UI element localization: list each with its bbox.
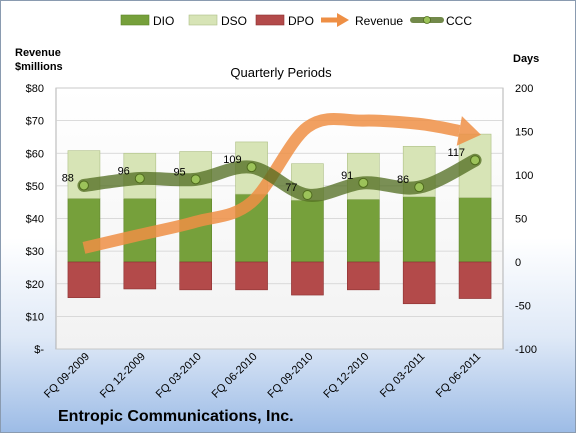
ccc-data-label-1: 96 xyxy=(118,165,130,177)
right-tick-label-0: 200 xyxy=(515,83,533,95)
x-tick-label-6: FQ 03-2011 xyxy=(378,351,427,400)
ccc-point-2 xyxy=(190,174,201,185)
x-tick-label-0: FQ 09-2009 xyxy=(42,351,92,401)
ccc-line xyxy=(77,153,482,202)
ccc-point-4 xyxy=(302,190,313,201)
left-tick-label-7: $10 xyxy=(26,311,44,323)
x-tick-label-4: FQ 09-2010 xyxy=(266,351,316,401)
right-axis-label: Days xyxy=(513,53,539,65)
x-tick-label-1: FQ 12-2009 xyxy=(98,351,148,401)
legend-label-revenue: Revenue xyxy=(355,14,403,28)
x-axis-ticks: FQ 09-2009 FQ 12-2009 FQ 03-2010 FQ 06-2010… xyxy=(42,351,483,401)
left-tick-label-5: $30 xyxy=(26,246,44,258)
left-tick-label-8: $- xyxy=(34,344,44,356)
dso-bar-5 xyxy=(347,152,380,200)
revenue-line xyxy=(82,112,461,254)
dpo-bar-6 xyxy=(402,261,436,305)
right-axis-ticks: 200 150 100 50 0 -50 -100 xyxy=(515,83,537,356)
right-tick-label-1: 150 xyxy=(515,127,533,139)
legend-swatch-revenue-head xyxy=(337,13,349,27)
left-tick-label-4: $40 xyxy=(26,214,44,226)
left-tick-label-1: $70 xyxy=(26,116,44,128)
legend-label-dpo: DPO xyxy=(288,14,314,28)
dio-bar-4 xyxy=(291,199,324,263)
right-tick-label-4: 0 xyxy=(515,257,521,269)
right-tick-label-6: -100 xyxy=(515,344,537,356)
revenue-arrowhead xyxy=(456,116,481,146)
ccc-data-label-5: 91 xyxy=(341,170,353,182)
ccc-data-label-4: 77 xyxy=(285,182,297,194)
ccc-data-label-3: 109 xyxy=(223,154,241,166)
ccc-point-3 xyxy=(246,162,257,173)
legend-marker-ccc xyxy=(423,16,431,24)
right-tick-label-5: -50 xyxy=(515,301,531,313)
left-axis-ticks: $80 $70 $60 $50 $40 $30 $20 $10 $- xyxy=(26,83,45,356)
dpo-bar-5 xyxy=(347,261,380,291)
left-tick-label-6: $20 xyxy=(26,279,44,291)
legend-label-ccc: CCC xyxy=(446,14,472,28)
x-tick-label-3: FQ 06-2010 xyxy=(210,351,260,401)
x-tick-label-5: FQ 12-2010 xyxy=(321,351,371,401)
dpo-bar-4 xyxy=(291,261,324,296)
dio-bar-5 xyxy=(347,199,380,263)
dio-bar-7 xyxy=(458,197,492,263)
dpo-bar-7 xyxy=(458,261,492,299)
legend-swatch-dso xyxy=(188,14,218,26)
left-axis-label-line1: Revenue xyxy=(15,47,61,59)
dpo-bar-0 xyxy=(67,261,101,298)
left-axis-label-line2: $millions xyxy=(15,61,63,73)
revenue-series xyxy=(82,112,481,254)
x-tick-label-7: FQ 06-2011 xyxy=(434,351,483,400)
left-tick-label-2: $60 xyxy=(26,148,44,160)
legend-swatch-dpo xyxy=(255,14,285,26)
dpo-bar-2 xyxy=(179,261,212,291)
ccc-data-label-6: 86 xyxy=(397,174,409,186)
ccc-point-7 xyxy=(470,155,481,166)
dpo-bar-1 xyxy=(123,261,157,290)
legend-swatch-dio xyxy=(120,14,150,26)
dio-bar-0 xyxy=(67,198,101,263)
ccc-series: 88 96 95 109 77 91 86 117 xyxy=(62,147,482,202)
chart-title: Entropic Communications, Inc. xyxy=(58,408,294,425)
dio-bar-6 xyxy=(402,196,436,263)
dpo-bar-3 xyxy=(235,261,268,291)
x-tick-label-2: FQ 03-2010 xyxy=(154,351,204,401)
ccc-data-label-7: 117 xyxy=(448,147,466,159)
left-tick-label-0: $80 xyxy=(26,83,44,95)
legend: DIO DSO DPO Revenue CCC xyxy=(120,13,472,28)
ccc-point-6 xyxy=(414,182,425,193)
ccc-point-5 xyxy=(358,177,369,188)
legend-label-dio: DIO xyxy=(153,14,174,28)
chart-subtitle: Quarterly Periods xyxy=(230,65,332,80)
right-tick-label-2: 100 xyxy=(515,170,533,182)
legend-label-dso: DSO xyxy=(221,14,247,28)
ccc-point-0 xyxy=(78,180,89,191)
right-tick-label-3: 50 xyxy=(515,214,527,226)
ccc-data-label-0: 88 xyxy=(62,172,74,184)
ccc-point-1 xyxy=(134,173,145,184)
left-tick-label-3: $50 xyxy=(26,181,44,193)
ccc-data-label-2: 95 xyxy=(173,166,185,178)
